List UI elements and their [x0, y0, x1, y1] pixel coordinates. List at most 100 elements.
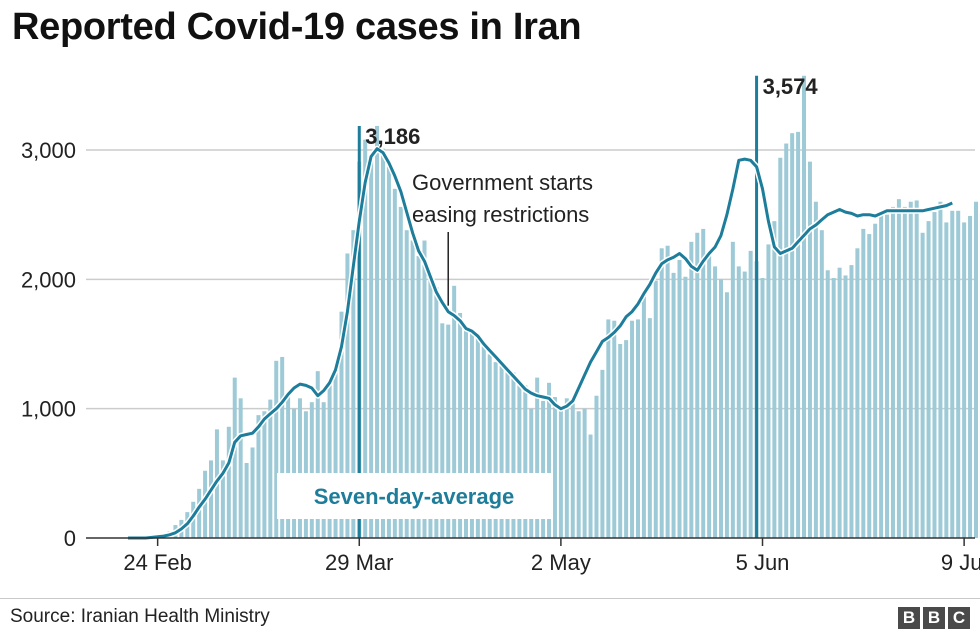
bar [363, 139, 368, 539]
bar [861, 228, 866, 539]
bar [653, 280, 658, 538]
average-line [128, 147, 953, 540]
bar [345, 253, 350, 538]
x-tick-label: 9 Jul [941, 550, 980, 575]
bar [220, 460, 225, 538]
bar [879, 215, 884, 538]
bar [297, 398, 302, 538]
bar [973, 201, 978, 538]
bar [837, 267, 842, 538]
bar [351, 230, 356, 539]
bar [742, 271, 747, 538]
average-line-group [128, 145, 954, 541]
bar [404, 230, 409, 539]
bar [280, 356, 285, 538]
bar [339, 311, 344, 538]
logo-letter: B [923, 607, 945, 629]
bar [962, 222, 967, 538]
bar [369, 161, 374, 538]
bar [950, 210, 955, 538]
bar [511, 372, 516, 538]
bar [274, 360, 279, 538]
bar [671, 272, 676, 538]
bar [914, 200, 919, 538]
bar [843, 275, 848, 538]
bar [475, 337, 480, 538]
x-tick-label: 29 Mar [325, 550, 393, 575]
legend: Seven-day-average [277, 473, 551, 519]
peak-label: 3,186 [365, 124, 420, 149]
bar [641, 296, 646, 538]
chart-area: 3,186 3,574 Government starts easing restri… [21, 74, 980, 575]
bar [932, 212, 937, 538]
bar [209, 460, 214, 538]
peak-markers [357, 75, 759, 538]
bar [262, 411, 267, 538]
logo-letter: B [898, 607, 920, 629]
bar [813, 201, 818, 538]
bar [232, 377, 237, 538]
bar [434, 287, 439, 538]
bar [713, 266, 718, 538]
bar [517, 382, 522, 538]
bar [286, 395, 291, 538]
bar [541, 400, 546, 538]
bar [902, 206, 907, 538]
bar [315, 371, 320, 538]
bar [576, 411, 581, 538]
bar [505, 367, 510, 538]
bar [564, 398, 569, 538]
footer-divider [0, 598, 980, 599]
bar [469, 332, 474, 538]
bar [523, 385, 528, 538]
chart-title: Reported Covid-19 cases in Iran [12, 6, 582, 48]
x-tick-label: 5 Jun [736, 550, 790, 575]
bar [956, 210, 961, 538]
bar [938, 201, 943, 538]
bar [968, 215, 973, 538]
bar [908, 201, 913, 538]
bar [719, 279, 723, 538]
bar [944, 222, 949, 538]
bar [386, 166, 391, 538]
y-tick-label: 1,000 [21, 397, 76, 422]
bar [582, 408, 587, 538]
bar [499, 363, 504, 538]
bar [665, 245, 670, 538]
bar [327, 385, 332, 538]
bar [333, 372, 338, 538]
callout-text: easing restrictions [412, 202, 589, 227]
bar [422, 240, 427, 539]
bar [778, 157, 783, 538]
bar [309, 402, 314, 538]
bar [896, 199, 901, 538]
bar [689, 241, 694, 538]
bar [624, 340, 629, 538]
bar [760, 278, 765, 538]
bar [855, 248, 860, 538]
bar [481, 344, 486, 538]
callout-text: Government starts [412, 170, 593, 195]
bar [701, 228, 706, 539]
bar [920, 232, 925, 539]
bar [268, 399, 273, 538]
bar [647, 318, 652, 538]
bar [464, 328, 469, 538]
bar [588, 434, 593, 538]
bar [226, 426, 231, 538]
bar [802, 75, 807, 538]
bar [452, 285, 457, 538]
bar [487, 354, 492, 538]
x-tick-label: 24 Feb [123, 550, 192, 575]
legend-box [277, 473, 551, 519]
bar [819, 230, 824, 539]
bar [724, 292, 729, 538]
bbc-logo: B B C [898, 607, 970, 629]
bar [825, 270, 830, 538]
bar [458, 312, 463, 538]
bar [535, 377, 540, 538]
bar [250, 447, 255, 538]
bar [410, 240, 415, 539]
legend-label: Seven-day-average [314, 484, 515, 509]
bar [570, 403, 575, 538]
